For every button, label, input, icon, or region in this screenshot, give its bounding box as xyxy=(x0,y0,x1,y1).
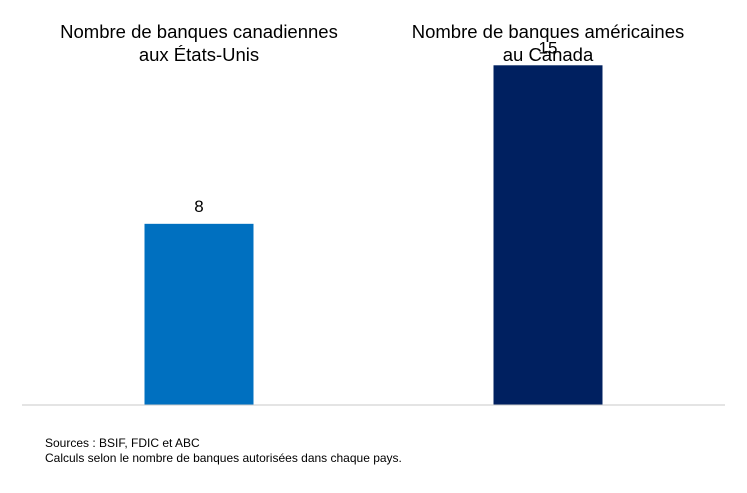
calculation-note: Calculs selon le nombre de banques autor… xyxy=(45,451,402,465)
category-title-line: au Canada xyxy=(503,44,594,65)
bars xyxy=(144,65,603,405)
category-title-line: Nombre de banques américaines xyxy=(412,21,685,42)
category-title-line: Nombre de banques canadiennes xyxy=(60,21,338,42)
bar xyxy=(493,65,603,405)
footnotes: Sources : BSIF, FDIC et ABC Calculs selo… xyxy=(45,436,402,466)
bar-value-label: 15 xyxy=(539,38,558,57)
bar-value-label: 8 xyxy=(194,197,203,216)
bar xyxy=(144,223,254,405)
category-title-line: aux États-Unis xyxy=(139,44,259,65)
sources-text: Sources : BSIF, FDIC et ABC xyxy=(45,436,200,450)
value-labels: 8 15 xyxy=(194,38,557,216)
